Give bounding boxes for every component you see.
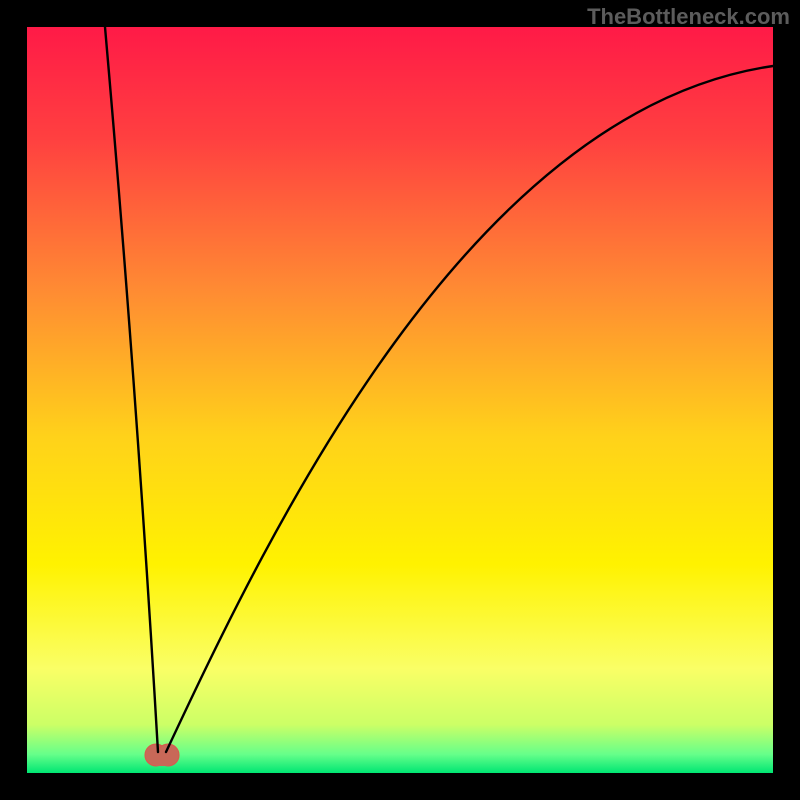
bottleneck-marker: [145, 744, 179, 766]
chart-container: TheBottleneck.com: [0, 0, 800, 800]
bottleneck-chart: [0, 0, 800, 800]
watermark: TheBottleneck.com: [587, 4, 790, 30]
plot-background: [27, 27, 773, 773]
